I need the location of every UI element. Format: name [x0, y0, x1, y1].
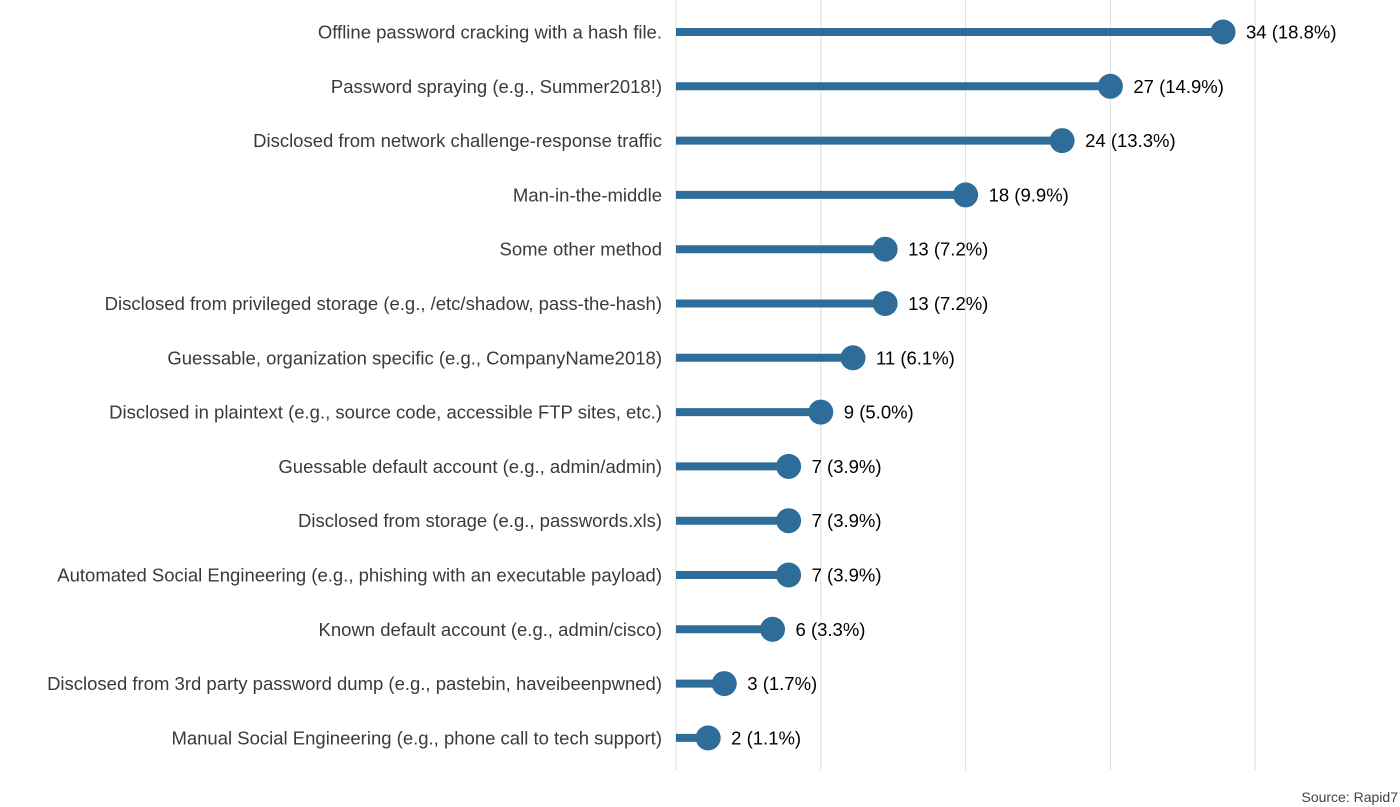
value-label: 27 (14.9%) [1133, 76, 1224, 97]
category-label: Disclosed from network challenge-respons… [253, 130, 662, 151]
value-label: 3 (1.7%) [747, 673, 817, 694]
value-label: 6 (3.3%) [796, 619, 866, 640]
lollipop-head [695, 725, 721, 751]
category-label: Disclosed from privileged storage (e.g.,… [105, 293, 662, 314]
category-label: Man-in-the-middle [513, 184, 662, 205]
lollipop-head [872, 236, 898, 262]
value-label: 11 (6.1%) [876, 347, 955, 368]
category-label: Automated Social Engineering (e.g., phis… [57, 565, 662, 586]
value-label: 2 (1.1%) [731, 727, 801, 748]
value-label: 9 (5.0%) [844, 402, 914, 423]
category-label: Disclosed from 3rd party password dump (… [47, 673, 662, 694]
category-label: Disclosed in plaintext (e.g., source cod… [109, 402, 662, 423]
lollipop-head [1049, 128, 1075, 154]
lollipop-head [760, 616, 786, 642]
value-label: 7 (3.9%) [812, 456, 882, 477]
lollipop-head [808, 399, 834, 425]
category-label: Known default account (e.g., admin/cisco… [319, 619, 662, 640]
category-label: Guessable, organization specific (e.g., … [167, 347, 662, 368]
value-label: 24 (13.3%) [1085, 130, 1176, 151]
source-note: Source: Rapid7 [1301, 789, 1398, 805]
lollipop-head [953, 182, 979, 208]
category-label: Guessable default account (e.g., admin/a… [278, 456, 662, 477]
value-label: 13 (7.2%) [908, 239, 988, 260]
category-label: Disclosed from storage (e.g., passwords.… [298, 510, 662, 531]
category-label: Some other method [500, 239, 662, 260]
category-label: Offline password cracking with a hash fi… [318, 22, 662, 43]
lollipop-head [776, 508, 802, 534]
value-label: 7 (3.9%) [812, 565, 882, 586]
category-label: Password spraying (e.g., Summer2018!) [331, 76, 662, 97]
lollipop-head [1210, 19, 1236, 45]
value-label: 18 (9.9%) [989, 184, 1069, 205]
category-label: Manual Social Engineering (e.g., phone c… [171, 727, 662, 748]
lollipop-head [872, 291, 898, 316]
lollipop-head [1097, 73, 1123, 99]
value-label: 7 (3.9%) [812, 510, 882, 531]
lollipop-head [776, 453, 802, 479]
lollipop-head [776, 562, 802, 588]
lollipop-head [711, 671, 737, 697]
value-label: 13 (7.2%) [908, 293, 988, 314]
chart-svg: Offline password cracking with a hash fi… [47, 0, 1337, 770]
value-label: 34 (18.8%) [1246, 22, 1337, 43]
lollipop-head [840, 345, 866, 371]
